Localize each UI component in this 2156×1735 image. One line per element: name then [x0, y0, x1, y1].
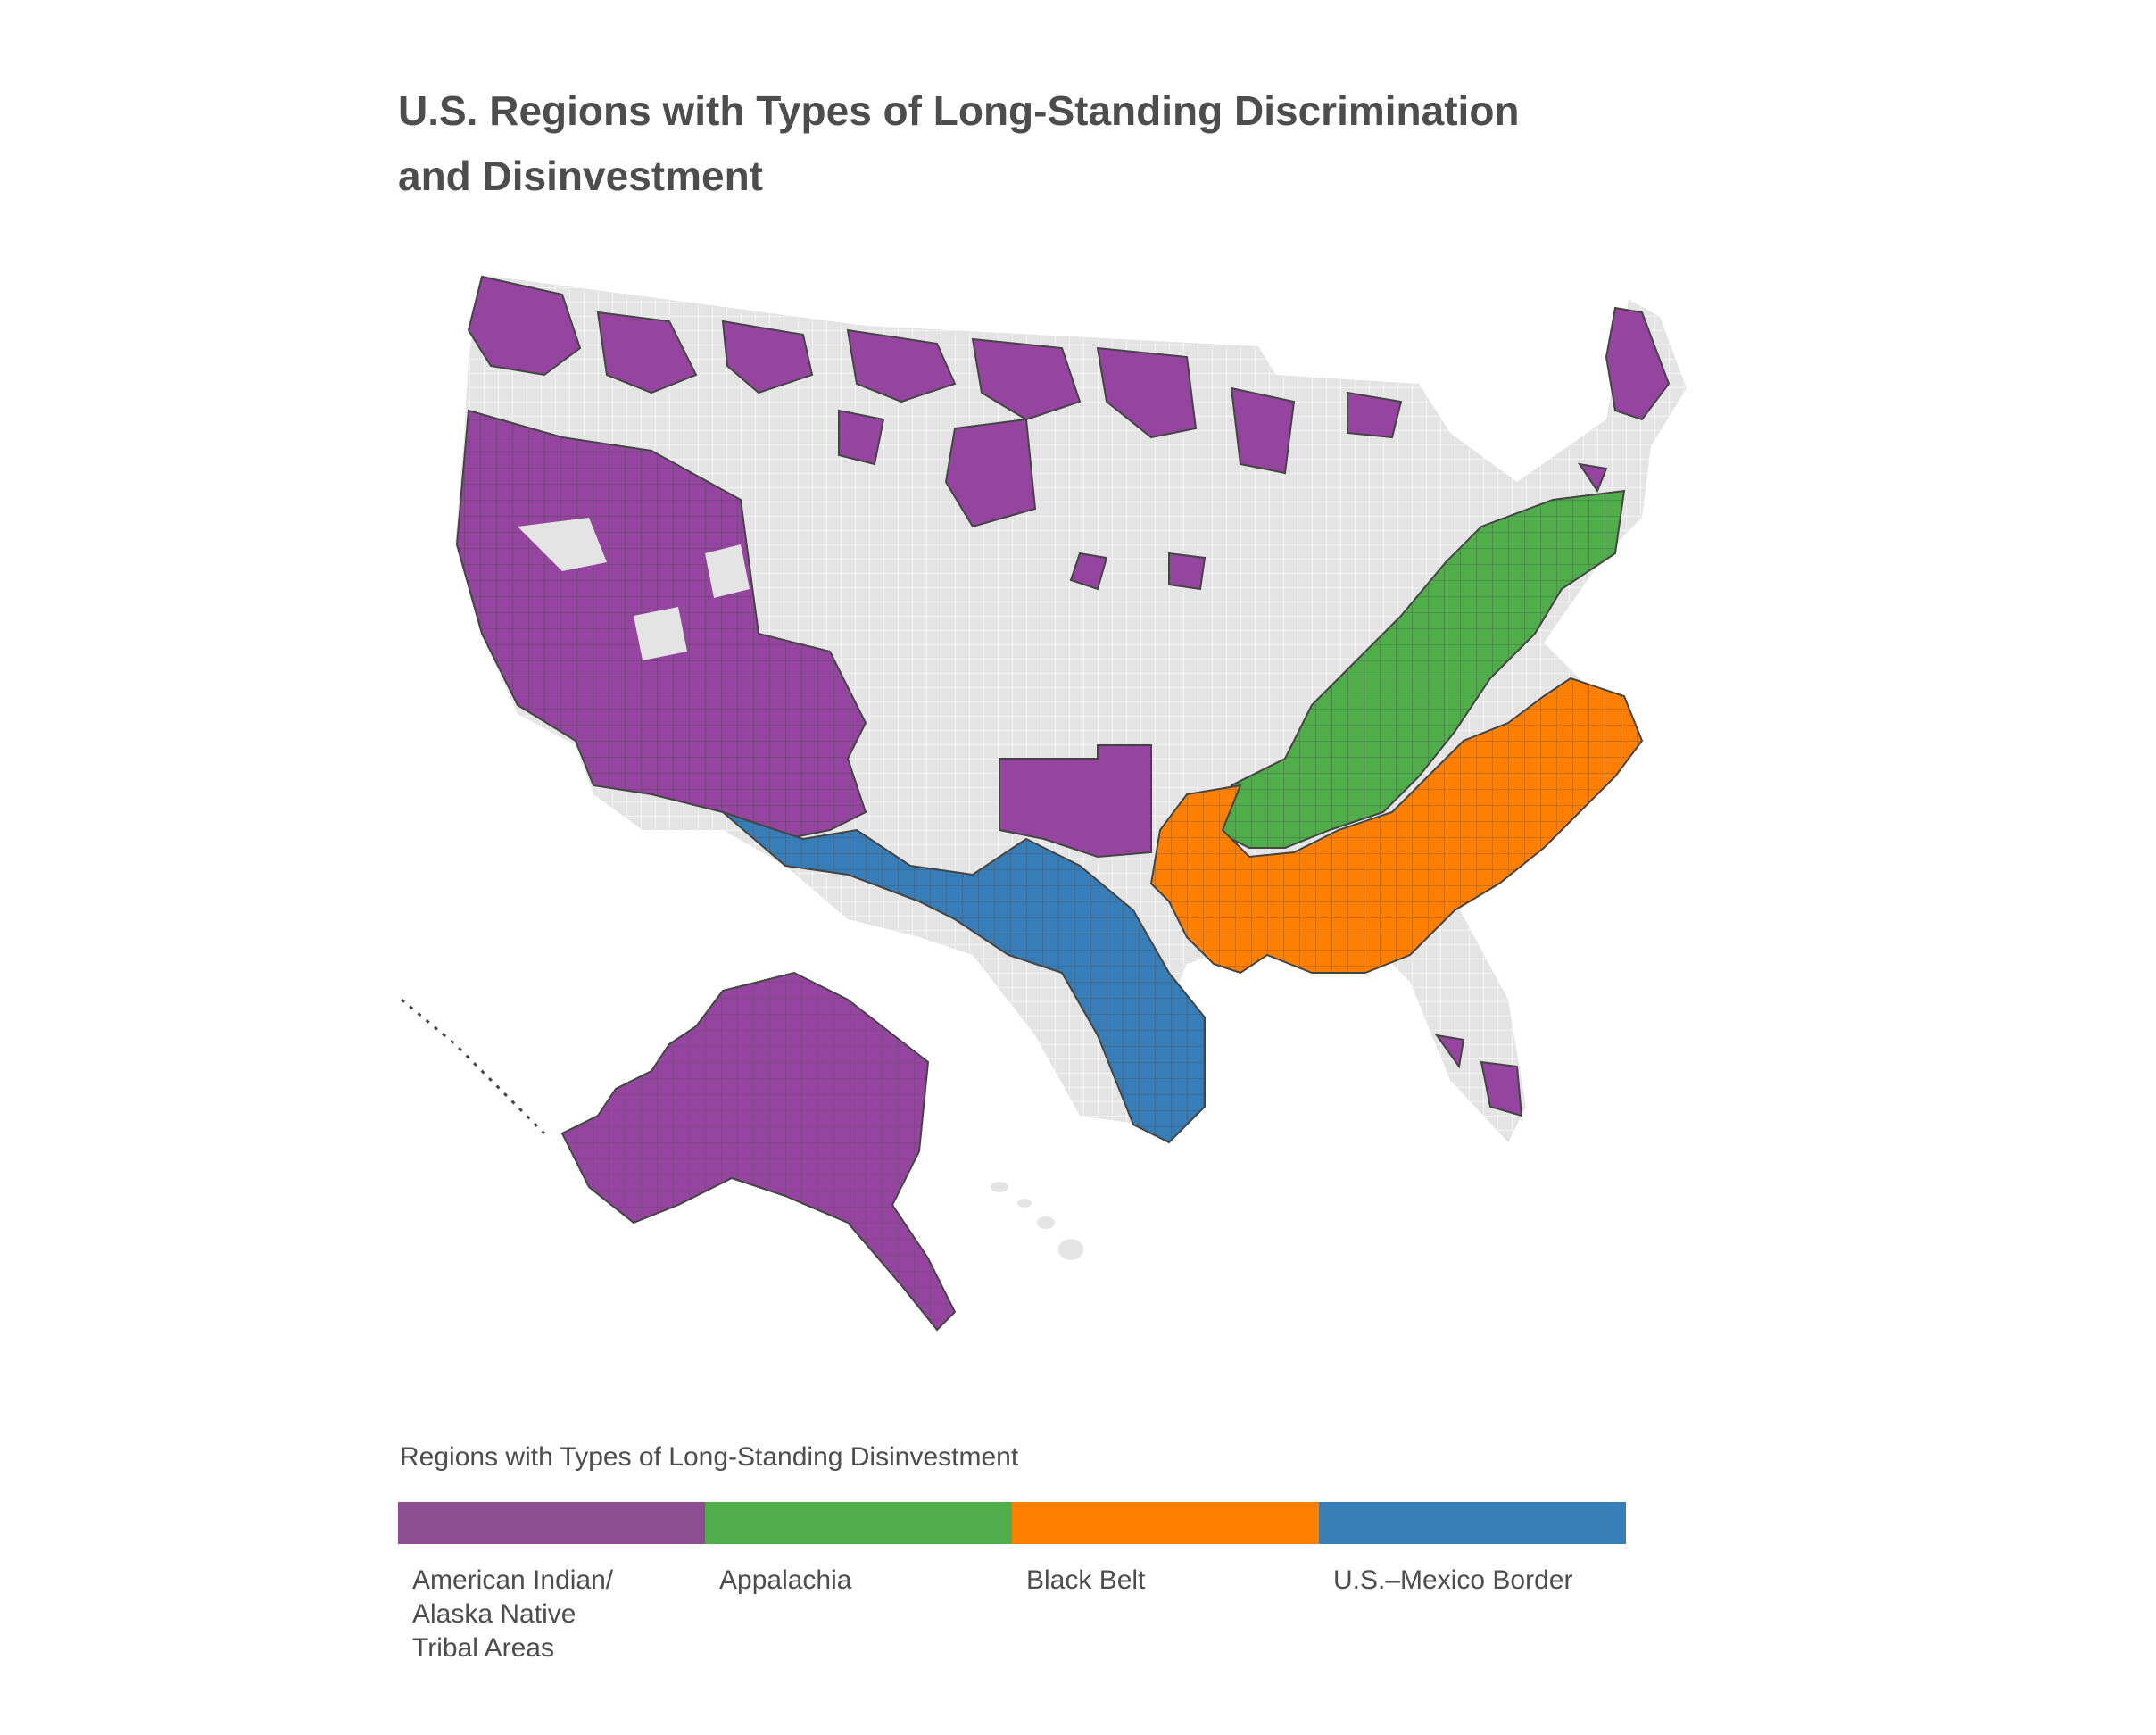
legend-swatch-tribal — [398, 1502, 705, 1544]
non-designated-west-areas — [518, 518, 750, 660]
legend-swatch-border — [1319, 1502, 1626, 1544]
alaska-county-lines — [562, 973, 955, 1330]
aleutian-islands — [401, 998, 546, 1135]
legend-label-border: U.S.–Mexico Border — [1333, 1565, 1573, 1595]
legend-color-bar — [398, 1502, 1626, 1544]
oklahoma-tribal-area — [999, 744, 1152, 859]
legend-label-appalachia: Appalachia — [719, 1565, 852, 1595]
legend-title: Regions with Types of Long-Standing Disi… — [400, 1442, 1019, 1472]
legend-label-black-belt: Black Belt — [1026, 1565, 1146, 1595]
us-county-map — [401, 275, 1687, 1332]
black-belt-county-lines — [1151, 678, 1642, 973]
appalachia-county-lines — [1214, 491, 1624, 848]
legend-labels: American Indian/ Alaska Native Tribal Ar… — [398, 1564, 1626, 1665]
legend-label-tribal: American Indian/ Alaska Native Tribal Ar… — [412, 1565, 614, 1663]
us-mexico-border-county-lines — [723, 812, 1205, 1142]
florida-tribal-areas — [1434, 1034, 1523, 1117]
legend-swatch-black-belt — [1012, 1502, 1319, 1544]
map-title: U.S. Regions with Types of Long-Standing… — [398, 79, 1558, 209]
map-title-line-2: and Disinvestment — [398, 153, 763, 199]
legend-swatch-appalachia — [705, 1502, 1012, 1544]
map-title-line-1: U.S. Regions with Types of Long-Standing… — [398, 87, 1520, 134]
hawaii-islands — [991, 1182, 1083, 1260]
